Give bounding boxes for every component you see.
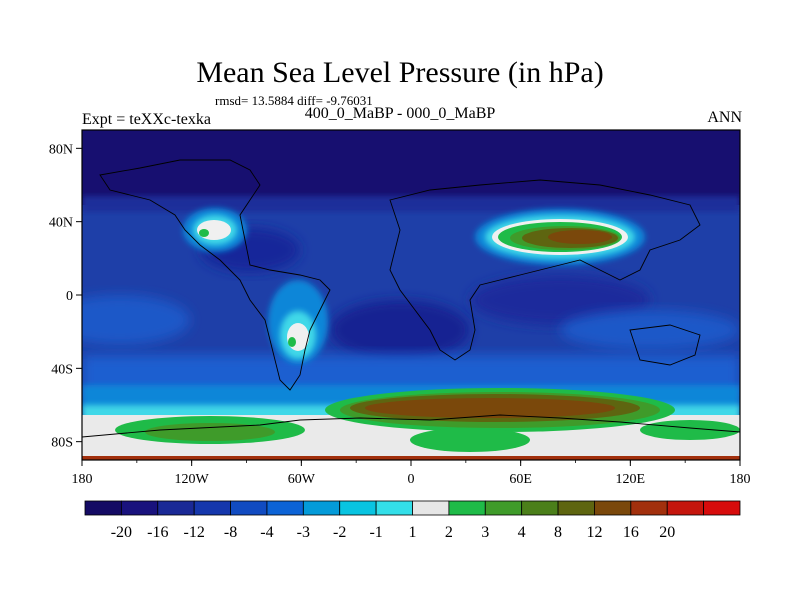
colorbar-swatch xyxy=(594,500,632,516)
field-ant-green-3 xyxy=(640,420,740,440)
colorbar-label: -4 xyxy=(260,524,273,541)
colorbar-label: -16 xyxy=(147,524,168,541)
colorbar-label: -1 xyxy=(369,524,382,541)
y-tick-label: 40S xyxy=(51,362,73,377)
y-tick-label: 40N xyxy=(49,216,73,231)
outline-afroeurasia xyxy=(389,179,701,361)
field-ant-brown-2 xyxy=(365,398,615,418)
colorbar-swatch xyxy=(230,500,268,516)
colorbar-swatch xyxy=(84,500,122,516)
colorbar-label: 4 xyxy=(518,524,526,541)
period-label: 400_0_MaBP - 000_0_MaBP xyxy=(304,105,496,122)
colorbar-label: 20 xyxy=(659,524,675,541)
colorbar-swatch xyxy=(521,500,559,516)
y-tick-label: 0 xyxy=(66,289,73,304)
colorbar: -20 -16 -12 -8 -4 -3 -2 -1 1 2 3 4 8 12 16 20 xyxy=(84,500,741,541)
field-arctic-band xyxy=(82,130,740,205)
colorbar-swatch xyxy=(193,500,231,516)
colorbar-label: 12 xyxy=(586,524,602,541)
field-sa-core xyxy=(288,337,296,347)
x-tick-label: 180 xyxy=(72,472,93,487)
pressure-field xyxy=(82,130,740,460)
experiment-label: Expt = teXXc-texka xyxy=(82,111,211,128)
colorbar-swatch xyxy=(703,500,741,516)
y-axis: 80N 40N 0 40S 80S xyxy=(49,142,82,451)
x-tick-label: 60W xyxy=(288,472,316,487)
x-tick-label: 0 xyxy=(408,472,415,487)
field-ant-green-4 xyxy=(410,428,530,452)
colorbar-label: -8 xyxy=(224,524,237,541)
field-ant-olive-1 xyxy=(145,423,275,441)
colorbar-label: -2 xyxy=(333,524,346,541)
colorbar-swatch xyxy=(557,500,595,516)
colorbar-swatch xyxy=(302,500,341,516)
x-tick-label: 180 xyxy=(730,472,751,487)
field-band-2 xyxy=(560,310,740,350)
colorbar-swatch xyxy=(157,500,195,516)
chart-title: Mean Sea Level Pressure (in hPa) xyxy=(196,56,604,89)
stats-label: rmsd= 13.5884 diff= -9.76031 xyxy=(215,93,373,108)
colorbar-label: 8 xyxy=(554,524,562,541)
colorbar-label: 16 xyxy=(623,524,639,541)
colorbar-label: 3 xyxy=(481,524,489,541)
colorbar-label: 1 xyxy=(409,524,417,541)
continent-outlines xyxy=(82,159,740,438)
field-asia-brown xyxy=(548,230,612,244)
x-axis: 180 120W 60W 0 60E 120E 180 xyxy=(72,460,751,487)
colorbar-swatch xyxy=(448,500,486,516)
y-tick-label: 80N xyxy=(49,142,73,157)
field-arctic-edge xyxy=(82,196,740,212)
field-indian-low xyxy=(470,275,650,325)
x-tick-label: 60E xyxy=(509,472,532,487)
outline-americas xyxy=(99,159,331,391)
colorbar-swatch xyxy=(484,500,523,516)
colorbar-swatch xyxy=(666,500,705,516)
field-ant-red-strip xyxy=(82,456,740,460)
colorbar-label: -12 xyxy=(184,524,205,541)
field-atlantic-low xyxy=(330,300,470,360)
colorbar-label: 2 xyxy=(445,524,453,541)
x-tick-label: 120W xyxy=(175,472,210,487)
colorbar-swatch xyxy=(266,500,304,516)
colorbar-swatch xyxy=(339,500,377,516)
season-label: ANN xyxy=(707,109,742,126)
colorbar-swatch xyxy=(412,500,450,516)
colorbar-swatch xyxy=(375,500,413,516)
colorbar-swatch xyxy=(630,500,668,516)
outline-antarctica xyxy=(82,414,740,438)
x-tick-label: 120E xyxy=(616,472,646,487)
colorbar-label: -20 xyxy=(111,524,132,541)
y-tick-label: 80S xyxy=(51,436,73,451)
outline-australia xyxy=(629,324,701,366)
colorbar-label: -3 xyxy=(297,524,310,541)
field-band-1 xyxy=(82,295,190,345)
colorbar-swatch xyxy=(120,500,159,516)
field-na-core xyxy=(199,229,209,237)
